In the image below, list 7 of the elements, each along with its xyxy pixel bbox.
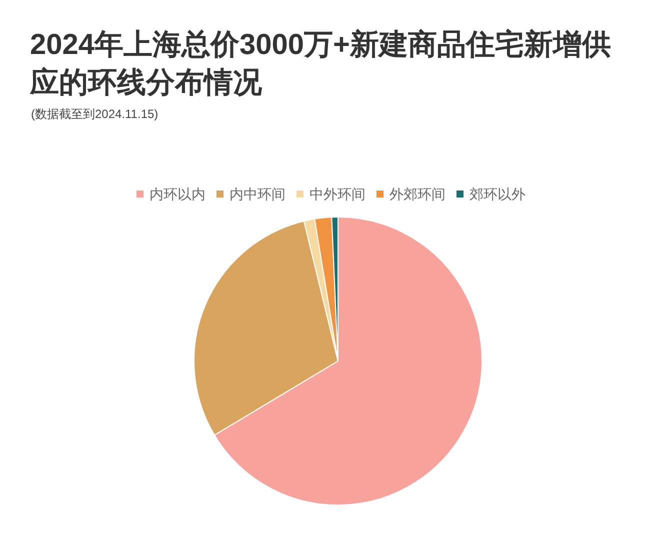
legend-label: 内中环间 bbox=[230, 186, 286, 202]
legend-label: 中外环间 bbox=[310, 186, 366, 202]
legend-label: 内环以内 bbox=[150, 186, 206, 202]
chart-title: 2024年上海总价3000万+新建商品住宅新增供应的环线分布情况 bbox=[30, 28, 612, 101]
legend-label: 郊环以外 bbox=[470, 186, 526, 202]
legend-label: 外郊环间 bbox=[390, 186, 446, 202]
chart-subtitle: (数据截至到2024.11.15) bbox=[31, 106, 158, 123]
